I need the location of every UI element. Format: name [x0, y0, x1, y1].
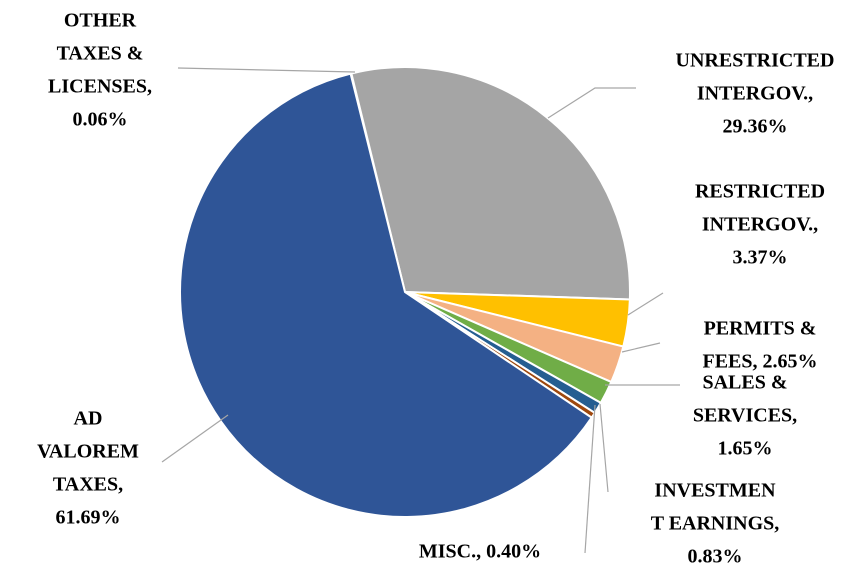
data-label: TAXES, [53, 474, 123, 496]
data-label: 0.06% [73, 109, 128, 131]
data-label: 1.65% [718, 438, 773, 460]
data-label: MISC., 0.40% [419, 541, 541, 563]
data-label: 29.36% [723, 116, 788, 138]
leader-line [547, 87, 636, 119]
data-label: SALES & [702, 372, 787, 394]
data-label: INVESTMEN [654, 480, 776, 502]
data-label: TAXES & [57, 43, 144, 65]
data-label: LICENSES, [48, 76, 152, 98]
data-label: INTERGOV., [702, 214, 818, 236]
data-label: 3.37% [733, 247, 788, 269]
leader-line [599, 403, 609, 493]
data-label: UNRESTRICTED [676, 50, 835, 72]
data-label: SERVICES, [693, 405, 797, 427]
data-label: T EARNINGS, [651, 513, 780, 535]
leader-line [177, 67, 356, 73]
data-label: PERMITS & [704, 318, 817, 340]
data-label: INTERGOV., [697, 83, 813, 105]
data-label: FEES, 2.65% [702, 351, 817, 373]
leader-line [627, 292, 664, 316]
data-label: 0.83% [688, 546, 743, 568]
pie-slice [350, 66, 631, 301]
data-label: OTHER [64, 10, 137, 32]
leader-line [161, 414, 229, 463]
leader-line [584, 404, 596, 554]
data-label: RESTRICTED [695, 181, 825, 203]
data-label: 61.69% [56, 507, 121, 529]
data-label: VALOREM [37, 441, 139, 463]
data-label: AD [74, 408, 103, 430]
pie-slice [179, 72, 594, 518]
leader-line [621, 342, 661, 353]
